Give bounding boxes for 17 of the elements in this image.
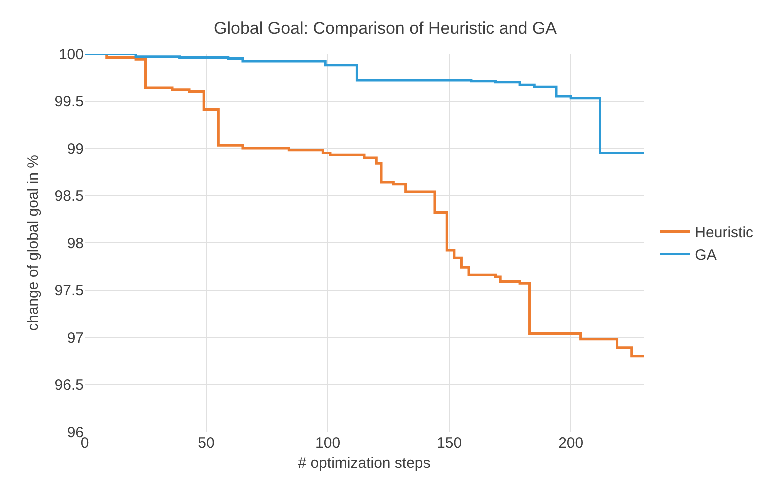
- y-tick-label: 100: [58, 46, 84, 64]
- y-tick-label: 98.5: [54, 188, 84, 205]
- x-axis-title: # optimization steps: [298, 455, 431, 472]
- y-tick-label: 97.5: [54, 282, 84, 300]
- legend-label: Heuristic: [695, 224, 754, 242]
- y-tick-label: 99.5: [54, 94, 84, 110]
- x-tick-label: 50: [198, 435, 215, 452]
- chart-title: Global Goal: Comparison of Heuristic and GA: [214, 19, 558, 38]
- x-tick-label: 200: [558, 435, 584, 452]
- y-tick-label: 99: [67, 140, 84, 158]
- y-axis-title: change of global goal in %: [25, 155, 42, 331]
- y-tick-label: 97: [67, 330, 84, 347]
- x-tick-label: 100: [316, 435, 341, 452]
- legend-label: GA: [695, 247, 717, 264]
- y-tick-label: 98: [67, 235, 84, 252]
- x-tick-label: 150: [437, 435, 462, 452]
- y-tick-label: 96.5: [54, 377, 84, 394]
